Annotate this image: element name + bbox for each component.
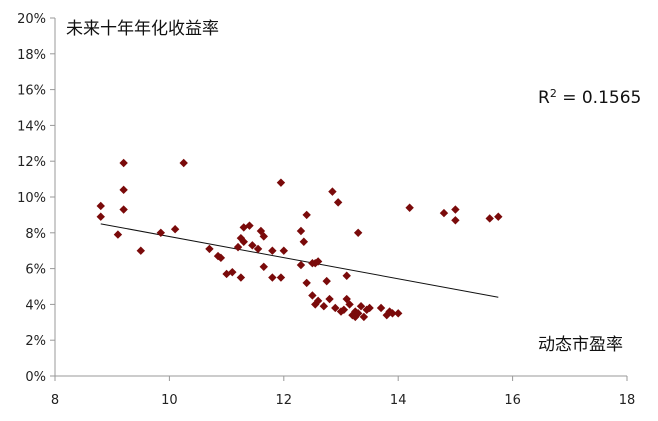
data-point	[248, 241, 257, 250]
data-point	[268, 273, 277, 282]
data-point	[296, 260, 306, 270]
data-point	[302, 278, 311, 288]
data-point	[319, 301, 329, 311]
data-point	[339, 305, 349, 314]
data-point	[205, 244, 214, 254]
data-point	[313, 257, 323, 266]
data-point	[96, 201, 105, 211]
data-point	[439, 208, 449, 218]
data-point	[485, 214, 494, 223]
data-point	[302, 210, 311, 220]
data-point	[365, 303, 374, 313]
y-tick-label: 10%	[17, 191, 46, 206]
data-point	[156, 228, 166, 237]
data-point	[313, 296, 323, 306]
y-tick-label: 8%	[25, 227, 46, 242]
data-point	[451, 205, 460, 214]
x-tick-label: 12	[276, 393, 293, 408]
data-point	[331, 303, 340, 313]
data-point	[394, 309, 403, 318]
data-points	[96, 158, 503, 322]
y-tick-label: 6%	[25, 263, 46, 278]
y-tick-label: 4%	[25, 298, 46, 313]
x-axis-ticks: 8 10 12 14 16 18	[51, 376, 635, 408]
data-point	[345, 300, 354, 309]
x-tick-label: 18	[619, 393, 636, 408]
y-tick-label: 16%	[17, 84, 46, 99]
y-axis-label: 未来十年年化收益率	[66, 19, 219, 39]
x-axis-label: 动态市盈率	[538, 335, 623, 355]
y-tick-label: 20%	[17, 12, 46, 27]
data-point	[308, 291, 317, 300]
data-point	[259, 232, 268, 241]
data-point	[170, 225, 180, 234]
x-tick-label: 10	[161, 393, 178, 408]
data-point	[359, 312, 369, 322]
x-tick-label: 16	[504, 393, 521, 408]
y-axis-ticks: 0% 2% 4% 6% 8% 10% 12% 14% 16% 18% 20%	[17, 12, 55, 385]
data-point	[333, 198, 343, 207]
data-point	[236, 273, 246, 282]
data-point	[245, 221, 254, 230]
y-tick-label: 14%	[17, 119, 46, 134]
data-point	[113, 230, 123, 239]
data-point	[259, 262, 268, 272]
data-point	[276, 273, 286, 282]
data-point	[322, 276, 331, 286]
data-point	[376, 303, 386, 313]
data-point	[233, 242, 243, 252]
data-point	[325, 294, 334, 304]
data-point	[405, 203, 414, 212]
data-point	[179, 158, 188, 168]
r-squared-annotation: R2 = 0.1565	[538, 87, 641, 109]
y-tick-label: 18%	[17, 48, 46, 63]
data-point	[299, 237, 309, 246]
x-tick-label: 14	[390, 393, 407, 408]
data-point	[342, 271, 351, 280]
data-point	[276, 178, 286, 187]
data-point	[296, 226, 306, 236]
data-point	[328, 187, 337, 196]
data-point	[216, 253, 226, 263]
data-point	[119, 185, 128, 195]
data-point	[119, 158, 128, 168]
data-point	[119, 205, 128, 214]
data-point	[253, 244, 263, 254]
y-tick-label: 12%	[17, 155, 46, 170]
data-point	[279, 246, 288, 255]
data-point	[353, 228, 363, 237]
data-point	[96, 212, 105, 221]
y-tick-label: 0%	[25, 370, 46, 385]
x-tick-label: 8	[51, 393, 59, 408]
data-point	[356, 301, 366, 311]
data-point	[353, 309, 363, 318]
data-point	[388, 309, 397, 318]
trendline	[100, 223, 499, 298]
data-point	[268, 246, 277, 255]
data-point	[228, 267, 237, 277]
data-point	[494, 212, 503, 221]
y-tick-label: 2%	[25, 334, 46, 349]
data-point	[451, 216, 460, 225]
data-point	[136, 246, 145, 255]
data-point	[239, 237, 248, 246]
